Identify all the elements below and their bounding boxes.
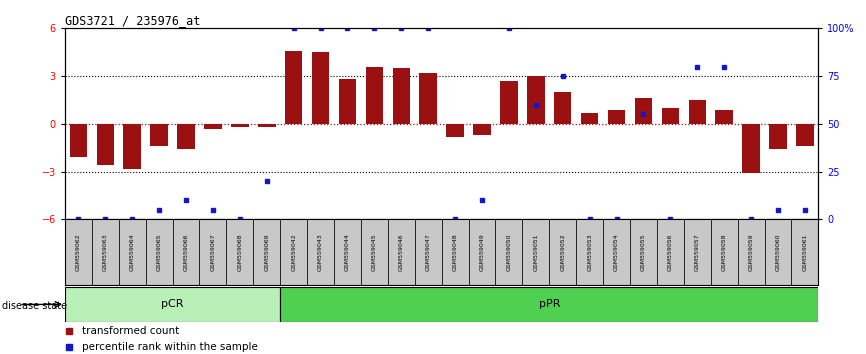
Bar (281, 287, 818, 322)
Text: GSM559068: GSM559068 (237, 234, 242, 271)
Text: GSM559050: GSM559050 (507, 234, 512, 271)
Bar (334, 219, 361, 285)
Text: GSM559058: GSM559058 (721, 234, 727, 271)
Bar (65, 219, 92, 285)
Bar (281, 219, 307, 285)
Text: GSM559053: GSM559053 (587, 233, 592, 271)
Text: GSM559063: GSM559063 (103, 233, 107, 271)
Text: GSM559060: GSM559060 (776, 234, 780, 271)
Text: GSM559043: GSM559043 (318, 233, 323, 271)
Bar (307, 219, 334, 285)
Text: GSM559051: GSM559051 (533, 234, 539, 271)
Text: GSM559069: GSM559069 (264, 233, 269, 271)
Bar (199, 219, 226, 285)
Bar (792, 219, 818, 285)
Bar (285, 51, 302, 124)
Text: GSM559046: GSM559046 (399, 233, 404, 271)
Bar (608, 110, 625, 124)
Bar (527, 76, 545, 124)
Bar (796, 124, 814, 146)
Bar (124, 124, 141, 169)
Text: pCR: pCR (161, 299, 184, 309)
Bar (495, 219, 522, 285)
Bar (501, 81, 518, 124)
Bar (172, 219, 199, 285)
Text: GSM559048: GSM559048 (453, 233, 457, 271)
Text: GSM559059: GSM559059 (748, 233, 753, 271)
Bar (554, 92, 572, 124)
Text: GSM559066: GSM559066 (184, 234, 189, 271)
Bar (742, 124, 759, 173)
Bar (419, 73, 437, 124)
Bar (361, 219, 388, 285)
Bar (253, 219, 281, 285)
Bar (657, 219, 684, 285)
Bar (231, 124, 249, 127)
Text: GSM559044: GSM559044 (345, 233, 350, 271)
Bar (258, 124, 275, 127)
Bar (446, 124, 464, 137)
Bar (635, 98, 652, 124)
Bar (769, 124, 786, 149)
Text: GSM559065: GSM559065 (157, 234, 162, 271)
Bar (92, 219, 119, 285)
Bar (388, 219, 415, 285)
Bar (765, 219, 792, 285)
Bar (738, 219, 765, 285)
Text: GDS3721 / 235976_at: GDS3721 / 235976_at (65, 14, 200, 27)
Text: GSM559045: GSM559045 (372, 233, 377, 271)
Text: transformed count: transformed count (82, 326, 179, 336)
Bar (312, 52, 329, 124)
Text: GSM559061: GSM559061 (803, 234, 807, 271)
Text: GSM559054: GSM559054 (614, 233, 619, 271)
Text: GSM559052: GSM559052 (560, 233, 565, 271)
Bar (469, 219, 495, 285)
Bar (97, 124, 114, 165)
Bar (65, 287, 281, 322)
Bar (226, 219, 253, 285)
Text: GSM559064: GSM559064 (130, 233, 135, 271)
Bar (603, 219, 630, 285)
Bar (711, 219, 738, 285)
Text: GSM559047: GSM559047 (426, 233, 430, 271)
Bar (365, 67, 383, 124)
Text: GSM559042: GSM559042 (291, 233, 296, 271)
Bar (474, 124, 491, 135)
Bar (662, 108, 679, 124)
Bar (339, 79, 356, 124)
Bar (576, 219, 603, 285)
Text: GSM559062: GSM559062 (76, 233, 81, 271)
Bar (549, 219, 576, 285)
Text: pPR: pPR (539, 299, 560, 309)
Text: GSM559057: GSM559057 (695, 233, 700, 271)
Bar (581, 113, 598, 124)
Bar (415, 219, 442, 285)
Bar (688, 100, 706, 124)
Bar (69, 124, 87, 157)
Bar (178, 124, 195, 149)
Bar (522, 219, 549, 285)
Text: disease state: disease state (2, 301, 67, 311)
Bar (715, 110, 733, 124)
Bar (392, 68, 410, 124)
Text: GSM559055: GSM559055 (641, 234, 646, 271)
Text: GSM559056: GSM559056 (668, 234, 673, 271)
Text: GSM559067: GSM559067 (210, 233, 216, 271)
Text: percentile rank within the sample: percentile rank within the sample (82, 342, 258, 352)
Bar (145, 219, 172, 285)
Bar (684, 219, 711, 285)
Bar (442, 219, 469, 285)
Bar (204, 124, 222, 129)
Text: GSM559049: GSM559049 (480, 233, 484, 271)
Bar (151, 124, 168, 146)
Bar (119, 219, 145, 285)
Bar (630, 219, 657, 285)
